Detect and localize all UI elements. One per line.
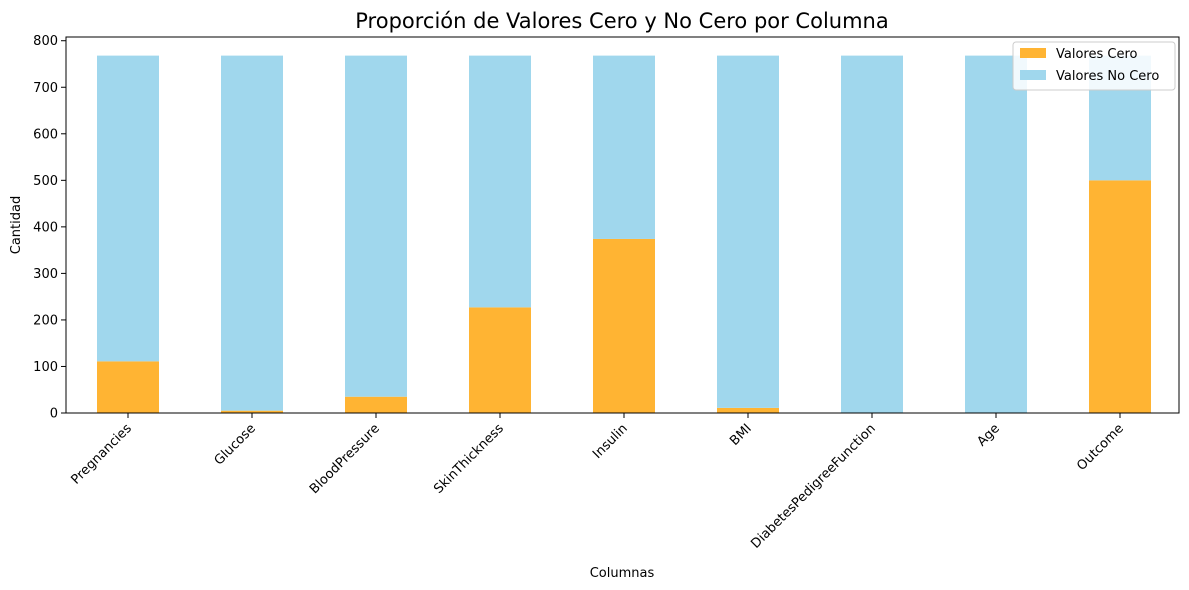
x-tick-label-skinthickness: SkinThickness [431,421,507,497]
y-tick-label: 0 [50,407,58,422]
x-tick-label-pregnancies: Pregnancies [68,421,135,488]
bar-valores-cero-bmi [717,407,779,413]
plot-frame [65,36,1180,414]
y-axis: 0 100 200 300 400 500 600 700 800 [33,34,66,422]
bar-valores-no-cero-insulin [593,55,655,239]
bar-valores-cero-pregnancies [97,361,159,413]
bar-valores-no-cero-bloodpressure [345,55,407,397]
x-tick-label-bloodpressure: BloodPressure [307,421,383,497]
legend-frame [1012,41,1176,91]
bar-valores-cero-bloodpressure [345,396,407,413]
y-tick-label: 800 [33,34,58,49]
legend: Valores Cero Valores No Cero [1012,41,1176,91]
y-tick-label: 400 [33,220,58,235]
bar-valores-no-cero-diabetespedigreefunction [841,55,903,413]
x-tick-label-outcome: Outcome [1074,421,1127,474]
y-tick-label: 600 [33,127,58,142]
y-tick-label: 300 [33,267,58,282]
y-axis-label: Cantidad [9,196,24,254]
y-tick-label: 200 [33,313,58,328]
y-tick-label: 500 [33,174,58,189]
bar-valores-no-cero-bmi [717,55,779,408]
bar-valores-cero-glucose [221,410,283,413]
chart-title: Proporción de Valores Cero y No Cero por… [355,9,888,33]
bars [97,55,1151,413]
y-tick-label: 100 [33,360,58,375]
x-axis: Pregnancies Glucose BloodPressure SkinThick… [68,413,1127,552]
x-tick-label-bmi: BMI [727,421,755,449]
x-tick-label-glucose: Glucose [212,421,259,468]
x-tick-label-insulin: Insulin [590,421,631,462]
x-tick-label-age: Age [974,421,1002,449]
legend-label-valores-cero: Valores Cero [1056,47,1138,62]
legend-label-valores-no-cero: Valores No Cero [1056,69,1159,84]
bar-valores-cero-insulin [593,238,655,413]
bar-valores-no-cero-pregnancies [97,55,159,362]
x-tick-label-diabetespedigreefunction: DiabetesPedigreeFunction [748,421,878,551]
legend-swatch-valores-no-cero [1020,70,1046,80]
x-axis-label: Columnas [590,566,655,581]
legend-swatch-valores-cero [1020,48,1046,58]
y-tick-label: 700 [33,81,58,96]
bar-valores-no-cero-glucose [221,55,283,411]
bar-valores-cero-skinthickness [469,307,531,413]
bar-valores-no-cero-age [965,55,1027,413]
bar-valores-no-cero-skinthickness [469,55,531,308]
bar-valores-cero-outcome [1089,180,1151,413]
